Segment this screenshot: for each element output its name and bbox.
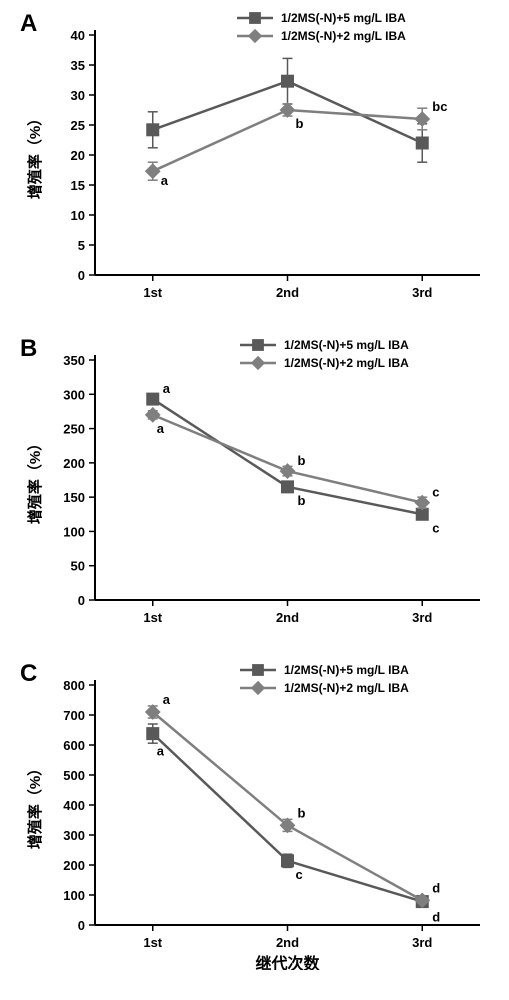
panel-a: A 0 5 10 15 20 25 30 35 40 1st 2nd 3rd 增殖率（%） a b bc 1/2M… xyxy=(0,0,509,320)
y-tick-label: 30 xyxy=(71,88,85,103)
x-tick-label: 1st xyxy=(143,285,162,300)
panel-label-a: A xyxy=(20,10,37,38)
y-axis-label: 增殖率（%） xyxy=(26,111,44,199)
y-tick-label: 350 xyxy=(63,353,85,368)
panel-c: C 0 100 200 300 400 500 600 700 800 1st 2nd 3rd 增殖率（%… xyxy=(0,650,509,970)
x-tick-label: 3rd xyxy=(412,285,432,300)
y-tick-label: 200 xyxy=(63,456,85,471)
chart-c: 0 100 200 300 400 500 600 700 800 1st 2nd 3rd 增殖率（%）… xyxy=(0,650,509,970)
series-line-1 xyxy=(153,712,423,900)
x-tick-label: 2nd xyxy=(276,935,299,950)
y-tick-label: 20 xyxy=(71,148,85,163)
y-tick-label: 700 xyxy=(63,708,85,723)
significance-label: a xyxy=(161,173,169,188)
figure: A05101520253035401st2nd3rd增殖率（%）abbc1/2M… xyxy=(0,0,509,1000)
legend-label-1: 1/2MS(-N)+2 mg/L IBA xyxy=(284,356,409,370)
significance-label: c xyxy=(432,520,439,535)
x-tick-label: 2nd xyxy=(276,610,299,625)
significance-label: b xyxy=(298,453,306,468)
y-tick-label: 800 xyxy=(63,678,85,693)
y-tick-label: 600 xyxy=(63,738,85,753)
y-tick-label: 15 xyxy=(71,178,85,193)
y-tick-label: 5 xyxy=(78,238,85,253)
y-tick-label: 300 xyxy=(63,387,85,402)
significance-label: a xyxy=(163,381,171,396)
panel-b: B 0 50 100 150 200 250 300 350 1st 2nd 3rd 增殖率（%） a a b… xyxy=(0,325,509,645)
y-tick-label: 0 xyxy=(78,593,85,608)
legend-label-1: 1/2MS(-N)+2 mg/L IBA xyxy=(281,29,406,43)
significance-label: b xyxy=(296,116,304,131)
y-axis-label: 增殖率（%） xyxy=(26,761,44,849)
significance-label: d xyxy=(432,910,440,925)
y-tick-label: 100 xyxy=(63,888,85,903)
significance-label: a xyxy=(157,421,165,436)
chart-b: 0 50 100 150 200 250 300 350 1st 2nd 3rd 增殖率（%） a a b b… xyxy=(0,325,509,645)
panel-label-c: C xyxy=(20,660,37,688)
significance-label: bc xyxy=(432,99,447,114)
y-tick-label: 100 xyxy=(63,524,85,539)
y-tick-label: 0 xyxy=(78,918,85,933)
y-tick-label: 50 xyxy=(71,559,85,574)
significance-label: b xyxy=(298,493,306,508)
y-tick-label: 150 xyxy=(63,490,85,505)
y-tick-label: 250 xyxy=(63,422,85,437)
legend-label-0: 1/2MS(-N)+5 mg/L IBA xyxy=(281,11,406,25)
x-tick-label: 3rd xyxy=(412,935,432,950)
legend-label-0: 1/2MS(-N)+5 mg/L IBA xyxy=(284,663,409,677)
panel-label-b: B xyxy=(20,335,37,363)
chart-a: 0 5 10 15 20 25 30 35 40 1st 2nd 3rd 增殖率（%） a b bc 1/2MS… xyxy=(0,0,509,320)
x-tick-label: 1st xyxy=(143,935,162,950)
y-tick-label: 0 xyxy=(78,268,85,283)
y-tick-label: 10 xyxy=(71,208,85,223)
legend-label-1: 1/2MS(-N)+2 mg/L IBA xyxy=(284,681,409,695)
y-tick-label: 300 xyxy=(63,828,85,843)
y-tick-label: 25 xyxy=(71,118,85,133)
y-tick-label: 200 xyxy=(63,858,85,873)
x-axis-title: 继代次数 xyxy=(255,954,320,970)
series-line-0 xyxy=(153,399,423,514)
legend-label-0: 1/2MS(-N)+5 mg/L IBA xyxy=(284,338,409,352)
y-tick-label: 35 xyxy=(71,58,85,73)
significance-label: d xyxy=(432,880,440,895)
significance-label: c xyxy=(432,485,439,500)
x-tick-label: 3rd xyxy=(412,610,432,625)
significance-label: b xyxy=(298,805,306,820)
y-tick-label: 40 xyxy=(71,28,85,43)
y-tick-label: 400 xyxy=(63,798,85,813)
significance-label: a xyxy=(163,692,171,707)
series-line-1 xyxy=(153,110,423,171)
x-tick-label: 2nd xyxy=(276,285,299,300)
y-axis-label: 增殖率（%） xyxy=(26,436,44,524)
x-tick-label: 1st xyxy=(143,610,162,625)
significance-label: a xyxy=(157,744,165,759)
y-tick-label: 500 xyxy=(63,768,85,783)
significance-label: c xyxy=(296,867,303,882)
